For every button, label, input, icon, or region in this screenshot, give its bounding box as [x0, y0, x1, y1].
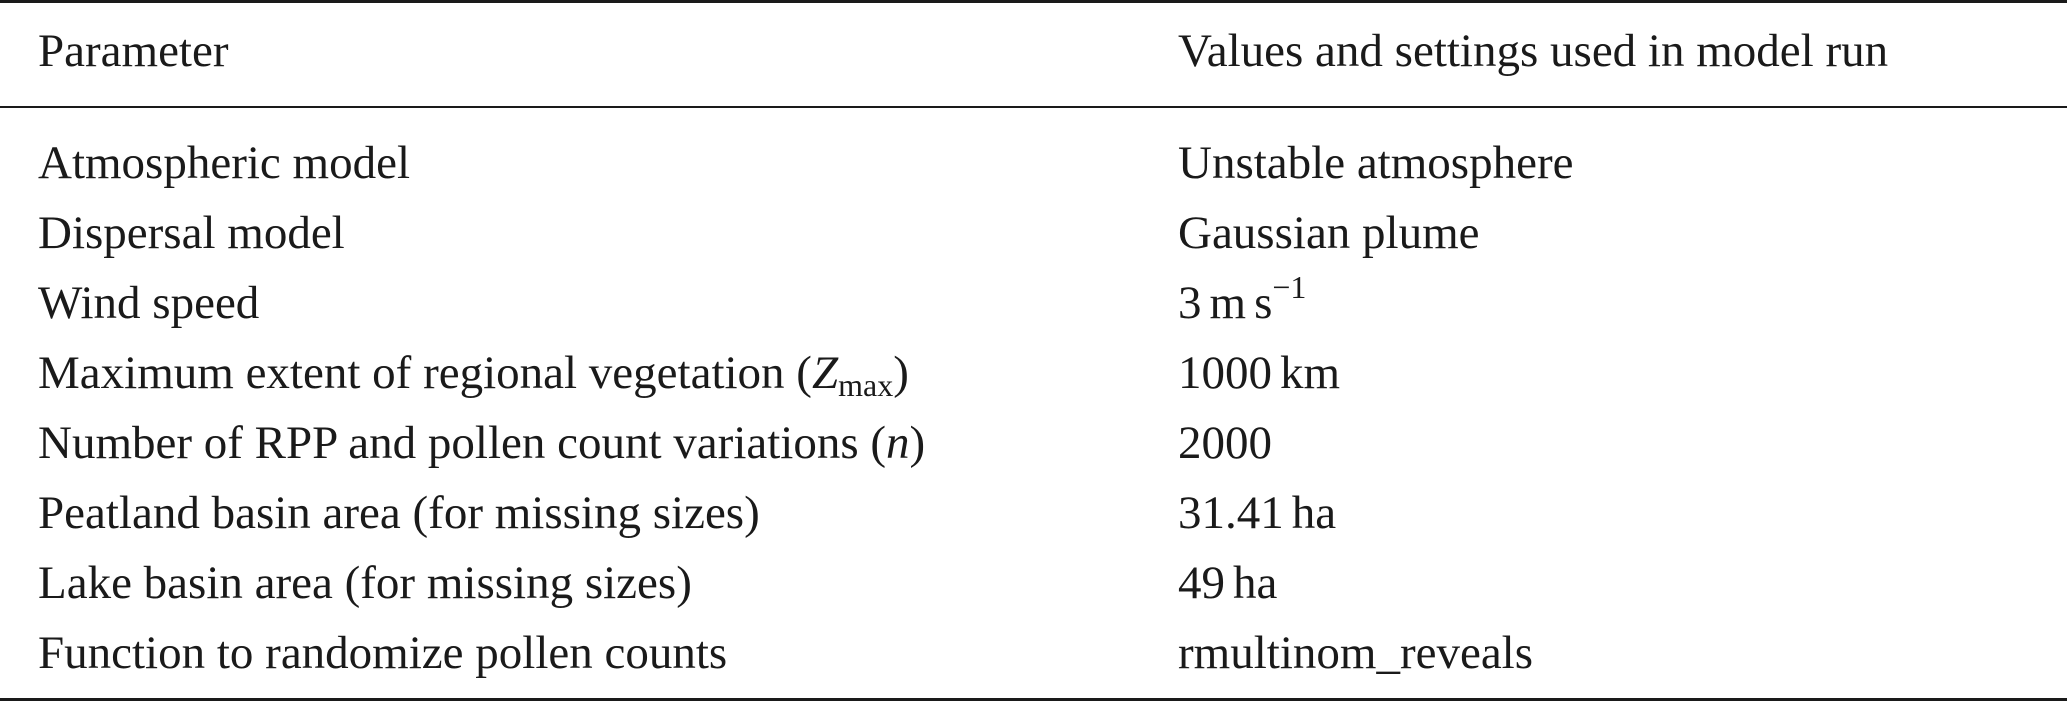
table-row: Dispersal model Gaussian plume	[0, 210, 2067, 280]
row-parameter: Lake basin area (for missing sizes)	[38, 557, 692, 609]
header-parameter: Parameter	[38, 25, 229, 77]
parameter-prefix: Maximum extent of regional vegetation (	[38, 347, 812, 399]
top-rule	[0, 0, 2067, 3]
table-row: Atmospheric model Unstable atmosphere	[0, 140, 2067, 210]
row-parameter: Atmospheric model	[38, 137, 411, 189]
row-value: Unstable atmosphere	[1178, 137, 1574, 189]
row-value: 2000	[1178, 417, 1272, 469]
row-value: 49 ha	[1178, 560, 1277, 607]
value-number: 49	[1178, 557, 1225, 609]
parameter-suffix: )	[893, 347, 909, 399]
table-row: Lake basin area (for missing sizes) 49 ha	[0, 560, 2067, 630]
value-unit: ha	[1291, 487, 1337, 539]
row-parameter: Peatland basin area (for missing sizes)	[38, 487, 760, 539]
header-rule	[0, 106, 2067, 108]
parameter-suffix: )	[909, 417, 926, 469]
row-parameter: Function to randomize pollen counts	[38, 627, 728, 679]
parameter-prefix: Number of RPP and pollen count variation…	[38, 417, 887, 469]
table-row: Peatland basin area (for missing sizes) …	[0, 490, 2067, 560]
row-value: 1000 km	[1178, 350, 1340, 397]
row-value: 31.41 ha	[1178, 490, 1336, 537]
parameter-symbol: Z	[811, 347, 839, 399]
value-number: 31.41	[1178, 487, 1284, 539]
row-value: Gaussian plume	[1178, 207, 1480, 259]
row-parameter: Maximum extent of regional vegetation (Z…	[38, 347, 909, 402]
value-number: 3	[1178, 277, 1202, 329]
row-parameter: Number of RPP and pollen count variation…	[38, 420, 925, 467]
table-row: Number of RPP and pollen count variation…	[0, 420, 2067, 490]
table-row: Maximum extent of regional vegetation (Z…	[0, 350, 2067, 420]
row-parameter: Dispersal model	[38, 207, 345, 259]
row-value: rmultinom_reveals	[1178, 627, 1534, 679]
bottom-rule	[0, 698, 2067, 701]
value-unit: ha	[1233, 557, 1278, 609]
row-parameter: Wind speed	[38, 277, 260, 329]
row-value: 3 m s−1	[1178, 271, 1306, 329]
table-row: Function to randomize pollen counts rmul…	[0, 630, 2067, 700]
value-number: 1000	[1178, 347, 1272, 399]
value-unit-s: s	[1254, 277, 1273, 329]
value-exponent: −1	[1272, 269, 1307, 305]
value-unit-m: m	[1209, 277, 1247, 329]
header-values: Values and settings used in model run	[1178, 25, 1889, 77]
table-row: Wind speed 3 m s−1	[0, 271, 2067, 350]
parameter-symbol: n	[886, 417, 910, 469]
value-unit: km	[1280, 347, 1341, 399]
parameter-subscript: max	[838, 367, 894, 403]
